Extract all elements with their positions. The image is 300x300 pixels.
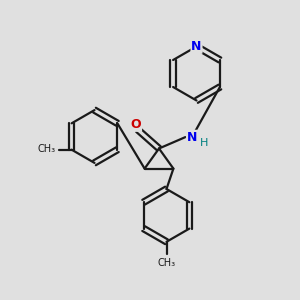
- Text: O: O: [130, 118, 141, 131]
- Text: H: H: [200, 137, 208, 148]
- Text: N: N: [191, 40, 202, 53]
- Text: CH₃: CH₃: [37, 144, 55, 154]
- Text: CH₃: CH₃: [158, 258, 175, 268]
- Text: N: N: [187, 130, 197, 144]
